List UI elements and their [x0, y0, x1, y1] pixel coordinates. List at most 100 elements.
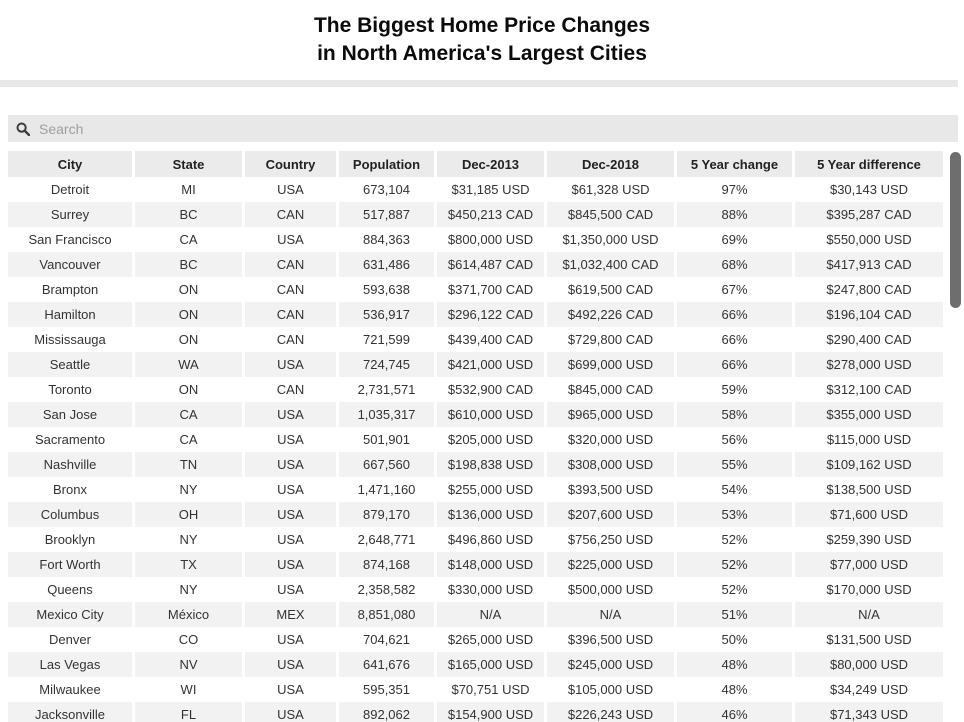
- table-row: Nashville TN USA 667,560 $198,838 USD $308,00…: [8, 452, 943, 477]
- cell: $105,000 USD: [544, 677, 674, 702]
- cell: CA: [132, 227, 242, 252]
- search-bar[interactable]: [8, 114, 958, 143]
- cell: 1,471,160: [336, 477, 434, 502]
- cell: 56%: [674, 427, 792, 452]
- cell: 595,351: [336, 677, 434, 702]
- cell: $34,249 USD: [792, 677, 943, 702]
- cell: USA: [242, 652, 336, 677]
- cell: 66%: [674, 302, 792, 327]
- cell: $207,600 USD: [544, 502, 674, 527]
- cell: 593,638: [336, 277, 434, 302]
- cell: BC: [132, 202, 242, 227]
- cell: $138,500 USD: [792, 477, 943, 502]
- cell: $77,000 USD: [792, 552, 943, 577]
- table-header: City State Country Population Dec-2013 Dec-20…: [8, 151, 943, 177]
- cell: 53%: [674, 502, 792, 527]
- column-header-5-year-difference[interactable]: 5 Year difference: [792, 151, 943, 177]
- cell: 2,358,582: [336, 577, 434, 602]
- column-header-state[interactable]: State: [132, 151, 242, 177]
- cell: 641,676: [336, 652, 434, 677]
- table-row: Brooklyn NY USA 2,648,771 $496,860 USD $756,2…: [8, 527, 943, 552]
- cell: Brooklyn: [8, 527, 132, 552]
- cell: USA: [242, 427, 336, 452]
- cell: USA: [242, 527, 336, 552]
- cell: $371,700 CAD: [434, 277, 544, 302]
- cell: 67%: [674, 277, 792, 302]
- column-header-population[interactable]: Population: [336, 151, 434, 177]
- cell: 48%: [674, 652, 792, 677]
- cell: USA: [242, 577, 336, 602]
- cell: NY: [132, 527, 242, 552]
- cell: Detroit: [8, 177, 132, 202]
- table-row: Columbus OH USA 879,170 $136,000 USD $207,600…: [8, 502, 943, 527]
- data-table: City State Country Population Dec-2013 Dec-20…: [8, 151, 943, 722]
- table-row: Toronto ON CAN 2,731,571 $532,900 CAD $845,00…: [8, 377, 943, 402]
- title-divider: [0, 80, 958, 87]
- cell: $610,000 USD: [434, 402, 544, 427]
- cell: CAN: [242, 202, 336, 227]
- cell: $393,500 USD: [544, 477, 674, 502]
- column-header-dec-2013[interactable]: Dec-2013: [434, 151, 544, 177]
- cell: $245,000 USD: [544, 652, 674, 677]
- table-row: San Francisco CA USA 884,363 $800,000 USD $1,…: [8, 227, 943, 252]
- cell: WA: [132, 352, 242, 377]
- cell: 66%: [674, 352, 792, 377]
- cell: 501,901: [336, 427, 434, 452]
- cell: TX: [132, 552, 242, 577]
- cell: NY: [132, 577, 242, 602]
- cell: CAN: [242, 377, 336, 402]
- cell: ON: [132, 302, 242, 327]
- cell: 536,917: [336, 302, 434, 327]
- table-row: Surrey BC CAN 517,887 $450,213 CAD $845,500 C…: [8, 202, 943, 227]
- cell: $614,487 CAD: [434, 252, 544, 277]
- table-row: Seattle WA USA 724,745 $421,000 USD $699,000 …: [8, 352, 943, 377]
- cell: $500,000 USD: [544, 577, 674, 602]
- cell: WI: [132, 677, 242, 702]
- cell: $330,000 USD: [434, 577, 544, 602]
- column-header-city[interactable]: City: [8, 151, 132, 177]
- cell: 879,170: [336, 502, 434, 527]
- cell: 55%: [674, 452, 792, 477]
- column-header-dec-2018[interactable]: Dec-2018: [544, 151, 674, 177]
- cell: $165,000 USD: [434, 652, 544, 677]
- search-input[interactable]: [37, 114, 958, 143]
- cell: $729,800 CAD: [544, 327, 674, 352]
- cell: Queens: [8, 577, 132, 602]
- column-header-5-year-change[interactable]: 5 Year change: [674, 151, 792, 177]
- page-title-line2: in North America's Largest Cities: [317, 42, 647, 65]
- scrollbar-thumb[interactable]: [950, 152, 961, 308]
- cell: $170,000 USD: [792, 577, 943, 602]
- cell: 50%: [674, 627, 792, 652]
- cell: $196,104 CAD: [792, 302, 943, 327]
- cell: CAN: [242, 327, 336, 352]
- cell: OH: [132, 502, 242, 527]
- table-row: Queens NY USA 2,358,582 $330,000 USD $500,000…: [8, 577, 943, 602]
- cell: 58%: [674, 402, 792, 427]
- table-header-row: City State Country Population Dec-2013 Dec-20…: [8, 151, 943, 177]
- cell: $421,000 USD: [434, 352, 544, 377]
- table-row: Milwaukee WI USA 595,351 $70,751 USD $105,000…: [8, 677, 943, 702]
- cell: Nashville: [8, 452, 132, 477]
- cell: MI: [132, 177, 242, 202]
- cell: Fort Worth: [8, 552, 132, 577]
- cell: $756,250 USD: [544, 527, 674, 552]
- cell: 8,851,080: [336, 602, 434, 627]
- cell: $115,000 USD: [792, 427, 943, 452]
- cell: $255,000 USD: [434, 477, 544, 502]
- cell: CAN: [242, 302, 336, 327]
- cell: 517,887: [336, 202, 434, 227]
- cell: USA: [242, 227, 336, 252]
- column-header-country[interactable]: Country: [242, 151, 336, 177]
- cell: Columbus: [8, 502, 132, 527]
- cell: Brampton: [8, 277, 132, 302]
- cell: $70,751 USD: [434, 677, 544, 702]
- cell: 2,731,571: [336, 377, 434, 402]
- cell: $800,000 USD: [434, 227, 544, 252]
- cell: CAN: [242, 277, 336, 302]
- cell: $247,800 CAD: [792, 277, 943, 302]
- cell: N/A: [434, 602, 544, 627]
- table-row: Detroit MI USA 673,104 $31,185 USD $61,328 US…: [8, 177, 943, 202]
- cell: 68%: [674, 252, 792, 277]
- cell: 673,104: [336, 177, 434, 202]
